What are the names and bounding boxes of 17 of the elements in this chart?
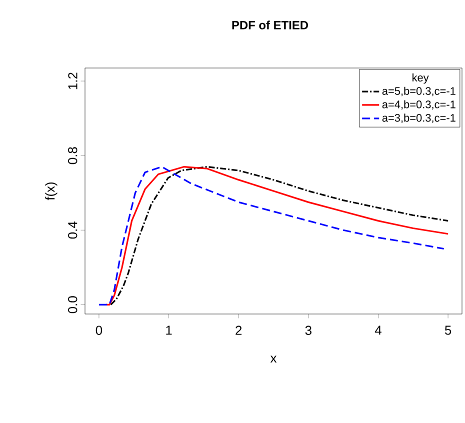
x-tick-label: 0 xyxy=(96,326,102,335)
x-tick-label: 1 xyxy=(166,326,172,335)
y-axis-title: f(x) xyxy=(45,182,58,200)
x-tick-label: 3 xyxy=(305,326,312,335)
legend-label: a=4,b=0.3,c=-1 xyxy=(382,100,456,110)
y-tick-label: 1.2 xyxy=(68,72,78,90)
legend-label: a=3,b=0.3,c=-1 xyxy=(382,114,456,124)
legend-title: key xyxy=(412,73,429,84)
x-axis-title: x xyxy=(270,356,277,363)
x-tick-label: 4 xyxy=(374,326,382,335)
legend-label: a=5,b=0.3,c=-1 xyxy=(382,86,456,96)
x-tick-label: 2 xyxy=(236,326,242,335)
y-tick-label: 0.8 xyxy=(68,147,78,164)
y-tick-label: 0.0 xyxy=(68,296,78,314)
y-tick-label: 0.4 xyxy=(68,222,78,239)
chart-title: PDF of ETIED xyxy=(232,20,308,30)
x-tick-label: 5 xyxy=(444,326,452,335)
